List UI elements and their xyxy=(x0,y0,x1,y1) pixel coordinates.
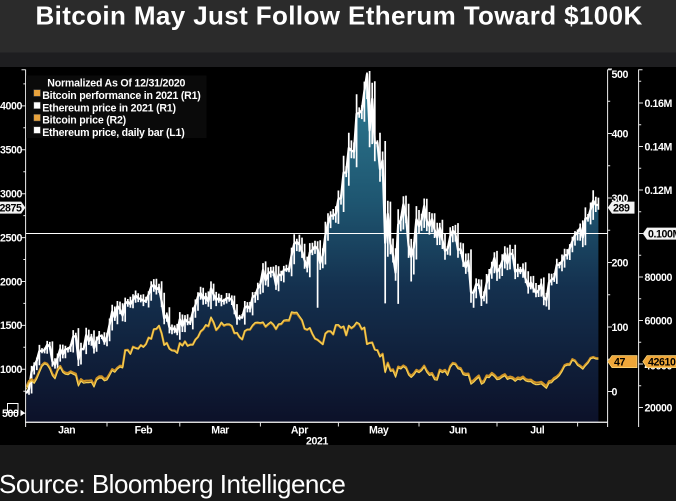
svg-text:Source: Bloomberg Intelligence: Source: Bloomberg Intelligence xyxy=(0,469,345,499)
svg-text:Bitcoin price (R2): Bitcoin price (R2) xyxy=(42,115,126,127)
svg-text:500: 500 xyxy=(2,408,19,420)
svg-text:1500: 1500 xyxy=(0,320,22,332)
svg-text:Feb: Feb xyxy=(135,425,154,437)
svg-text:Mar: Mar xyxy=(211,425,229,437)
svg-text:Jun: Jun xyxy=(449,425,467,437)
svg-text:80000: 80000 xyxy=(645,272,673,284)
svg-text:0.100M: 0.100M xyxy=(648,229,676,241)
svg-text:500: 500 xyxy=(612,69,629,81)
svg-text:Ethereum price in 2021 (R1): Ethereum price in 2021 (R1) xyxy=(42,102,176,114)
svg-text:3000: 3000 xyxy=(0,189,22,201)
svg-text:3500: 3500 xyxy=(0,145,22,157)
svg-text:Jul: Jul xyxy=(530,425,545,437)
svg-text:Bitcoin May Just Follow Etheru: Bitcoin May Just Follow Etherum Toward $… xyxy=(36,1,643,31)
svg-text:0: 0 xyxy=(612,386,618,398)
svg-text:0.12M: 0.12M xyxy=(645,185,673,197)
svg-text:2000: 2000 xyxy=(0,276,22,288)
svg-text:Ethereum price, daily bar (L1): Ethereum price, daily bar (L1) xyxy=(42,127,184,139)
svg-text:May: May xyxy=(369,425,389,437)
svg-text:0.16M: 0.16M xyxy=(645,98,673,110)
svg-text:47: 47 xyxy=(614,357,625,369)
svg-text:2500: 2500 xyxy=(0,232,22,244)
svg-text:42610: 42610 xyxy=(648,357,676,369)
svg-text:2021: 2021 xyxy=(306,436,328,448)
svg-text:Normalized As Of 12/31/2020: Normalized As Of 12/31/2020 xyxy=(47,78,185,90)
svg-text:400: 400 xyxy=(612,128,629,140)
svg-text:Jan: Jan xyxy=(58,425,75,437)
svg-text:100: 100 xyxy=(612,322,629,334)
svg-text:4000: 4000 xyxy=(0,101,22,113)
svg-text:0.14M: 0.14M xyxy=(645,141,673,153)
svg-text:Bitcoin performance in 2021 (R: Bitcoin performance in 2021 (R1) xyxy=(42,90,200,102)
svg-text:200: 200 xyxy=(612,257,629,269)
svg-text:Apr: Apr xyxy=(291,425,308,437)
svg-text:2875: 2875 xyxy=(0,203,22,215)
svg-text:289: 289 xyxy=(613,203,630,215)
svg-text:20000: 20000 xyxy=(645,402,673,414)
svg-text:60000: 60000 xyxy=(645,315,673,327)
svg-text:1000: 1000 xyxy=(0,364,22,376)
